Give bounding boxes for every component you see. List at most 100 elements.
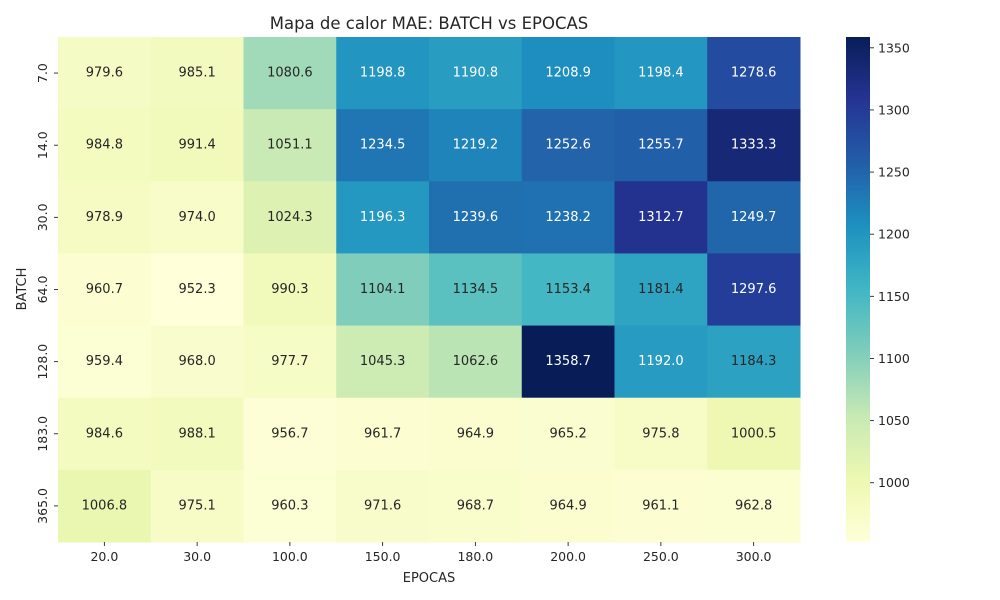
heatmap-cell [150,37,244,110]
cell-value-label: 1249.7 [731,210,777,225]
cell-value-label: 1238.2 [545,210,591,225]
cell-value-label: 975.1 [179,498,216,513]
cell-value-label: 1252.6 [545,138,591,153]
heatmap-cell [150,397,244,471]
y-axis-ticks: 7.0 14.0 30.0 64.0 128.0 183.0 365.0 [35,63,58,524]
cell-value-label: 1062.6 [453,354,499,369]
heatmap-cell [150,181,244,254]
heatmap-cell [336,181,430,254]
heatmap-cell [707,397,801,471]
heatmap-cell [707,181,801,254]
heatmap-cell [707,325,801,399]
cell-value-label: 968.0 [179,354,216,369]
heatmap-cell [150,325,244,399]
heatmap-cell [429,469,523,543]
x-tick-label: 180.0 [457,549,493,564]
cell-value-label: 968.7 [457,498,494,513]
heatmap-cell [150,469,244,543]
heatmap-cell [521,397,615,471]
heatmap-cell [243,397,337,471]
heatmap-cell [614,181,708,254]
colorbar [846,37,870,542]
heatmap-cell [707,253,801,327]
heatmap-cell [58,181,152,254]
cell-value-label: 959.4 [86,354,123,369]
heatmap-cell [429,397,523,471]
cell-value-label: 1190.8 [453,66,499,81]
x-tick-label: 20.0 [90,549,118,564]
heatmap-cell [243,181,337,254]
cell-value-label: 1192.0 [638,354,684,369]
y-tick-label: 183.0 [35,416,50,452]
cell-value-label: 985.1 [179,66,216,81]
cell-value-label: 1051.1 [267,138,313,153]
heatmap-cell [336,469,430,543]
cell-value-label: 1198.4 [638,66,684,81]
x-tick-label: 250.0 [643,549,679,564]
cell-value-label: 1196.3 [360,210,406,225]
cell-value-label: 952.3 [179,282,216,297]
cell-value-label: 961.7 [364,426,401,441]
heatmap-cell [521,181,615,254]
cell-value-label: 979.6 [86,66,123,81]
y-tick-label: 64.0 [35,276,50,304]
heatmap-cell [243,37,337,110]
cell-value-label: 991.4 [179,138,216,153]
colorbar-tick-label: 1150 [878,289,910,304]
y-tick-label: 14.0 [35,131,50,159]
heatmap-cell [614,109,708,182]
cell-value-label: 1184.3 [731,354,777,369]
cell-value-label: 962.8 [735,498,772,513]
heatmap-cell [521,109,615,182]
heatmap-cell [243,325,337,399]
colorbar-ticks: 1000 1050 1100 1150 1200 1250 1300 1350 [870,40,910,490]
heatmap-cell [614,325,708,399]
heatmap-cell [429,109,523,182]
heatmap-cell [336,109,430,182]
heatmap-cell [150,109,244,182]
cell-value-label: 1181.4 [638,282,684,297]
cell-value-label: 956.7 [271,426,308,441]
cell-value-label: 1134.5 [453,282,499,297]
cell-value-label: 960.3 [271,498,308,513]
heatmap-cell [336,397,430,471]
heatmap-cell [243,253,337,327]
heatmap-cell [58,253,152,327]
cell-value-label: 1080.6 [267,66,313,81]
heatmap-cell [58,325,152,399]
x-axis-label: EPOCAS [403,571,456,586]
cell-value-label: 961.1 [642,498,679,513]
colorbar-tick-label: 1100 [878,351,910,366]
cell-value-label: 1104.1 [360,282,406,297]
cell-value-label: 990.3 [271,282,308,297]
heatmap-cell [58,109,152,182]
cell-value-label: 1006.8 [82,498,128,513]
cell-value-label: 964.9 [550,498,587,513]
heatmap-cell [58,397,152,471]
heatmap-cell [614,253,708,327]
heatmap-cell [707,469,801,543]
cell-value-label: 1153.4 [545,282,591,297]
cell-value-label: 974.0 [179,210,216,225]
chart-title: Mapa de calor MAE: BATCH vs EPOCAS [270,14,589,33]
heatmap-cell [521,325,615,399]
cell-value-label: 984.6 [86,426,123,441]
cell-value-label: 1312.7 [638,210,684,225]
heatmap-cell [429,181,523,254]
heatmap-cell [614,37,708,110]
x-tick-label: 300.0 [736,549,772,564]
cell-value-label: 965.2 [550,426,587,441]
colorbar-tick-label: 1000 [878,475,910,490]
heatmap-cell [521,253,615,327]
cell-value-label: 984.8 [86,138,123,153]
cell-value-label: 988.1 [179,426,216,441]
y-tick-label: 30.0 [35,203,50,231]
colorbar-tick-label: 1200 [878,227,910,242]
cell-value-label: 978.9 [86,210,123,225]
cell-value-label: 1358.7 [545,354,591,369]
heatmap-cell [614,469,708,543]
cell-value-label: 1198.8 [360,66,406,81]
heatmap-cell [336,325,430,399]
cell-value-label: 1234.5 [360,138,406,153]
